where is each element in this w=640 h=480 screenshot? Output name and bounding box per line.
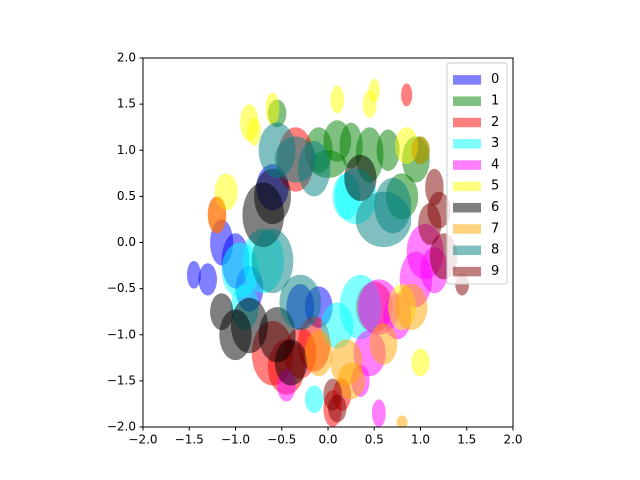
ellipse-mark bbox=[230, 297, 268, 354]
ellipse-mark bbox=[279, 274, 322, 331]
legend: 0 1 2 3 4 5 6 7 8 9 bbox=[446, 62, 508, 285]
legend-swatch bbox=[453, 181, 481, 192]
legend-swatch bbox=[453, 96, 481, 106]
ellipse-mark bbox=[376, 129, 400, 172]
ellipse-mark bbox=[186, 260, 201, 289]
ellipse-mark bbox=[304, 330, 333, 377]
ellipse-mark bbox=[251, 228, 294, 294]
ellipse-mark bbox=[265, 92, 280, 125]
x-tick-label: 2.0 bbox=[503, 433, 522, 447]
ellipse-mark bbox=[247, 117, 261, 146]
legend-swatch bbox=[453, 224, 481, 234]
ellipse-mark bbox=[411, 136, 430, 165]
legend-label: 4 bbox=[491, 157, 499, 172]
ellipse-mark bbox=[371, 399, 386, 427]
x-tick-label: 0.0 bbox=[318, 433, 337, 447]
legend-label: 1 bbox=[491, 93, 499, 108]
y-tick-label: 2.0 bbox=[117, 51, 136, 65]
ellipse-mark bbox=[396, 415, 408, 427]
x-tick-label: 0.5 bbox=[365, 433, 384, 447]
legend-swatch bbox=[453, 266, 481, 277]
ellipse-mark bbox=[274, 339, 308, 386]
x-tick-label: −0.5 bbox=[267, 433, 296, 447]
x-tick-label: 1.5 bbox=[457, 433, 476, 447]
legend-swatch bbox=[453, 139, 481, 149]
ellipse-mark bbox=[330, 85, 345, 114]
legend-swatch bbox=[453, 75, 481, 85]
legend-label: 2 bbox=[491, 115, 499, 130]
ellipse-mark bbox=[344, 154, 377, 201]
legend-swatch bbox=[453, 160, 481, 170]
y-tick-label: 1.0 bbox=[117, 143, 136, 157]
y-tick-label: −1.0 bbox=[107, 327, 136, 341]
ellipse-mark bbox=[210, 293, 234, 331]
ellipse-mark bbox=[369, 323, 398, 365]
x-tick-label: 1.0 bbox=[411, 433, 430, 447]
ellipse-mark bbox=[395, 284, 428, 331]
y-tick-label: −0.5 bbox=[107, 281, 136, 295]
ellipse-mark bbox=[411, 348, 430, 377]
ellipse-mark bbox=[304, 385, 324, 414]
ellipse-mark bbox=[374, 177, 412, 234]
ellipse-mark bbox=[368, 78, 380, 102]
legend-swatch bbox=[453, 117, 481, 128]
x-tick-label: −2.0 bbox=[128, 433, 157, 447]
x-tick-label: −1.0 bbox=[221, 433, 250, 447]
legend-swatch bbox=[453, 202, 481, 213]
ellipse-mark bbox=[207, 196, 227, 234]
y-tick-label: 1.5 bbox=[117, 97, 136, 111]
y-tick-label: 0.5 bbox=[117, 189, 136, 203]
legend-label: 0 bbox=[491, 72, 499, 87]
legend-swatch bbox=[453, 245, 481, 256]
y-tick-label: 0.0 bbox=[117, 235, 136, 249]
y-tick-label: −2.0 bbox=[107, 420, 136, 434]
legend-label: 8 bbox=[491, 243, 499, 258]
ellipse-mark bbox=[401, 83, 413, 107]
legend-label: 9 bbox=[491, 264, 499, 279]
legend-label: 3 bbox=[491, 136, 499, 151]
legend-label: 7 bbox=[491, 221, 499, 236]
ellipse-mark bbox=[418, 203, 442, 245]
ellipse-mark bbox=[337, 362, 365, 400]
ellipse-mark bbox=[254, 168, 291, 225]
y-tick-label: −1.5 bbox=[107, 373, 136, 387]
legend-label: 6 bbox=[491, 200, 499, 215]
ellipse-mark bbox=[297, 141, 331, 197]
x-tick-label: −1.5 bbox=[175, 433, 204, 447]
legend-label: 5 bbox=[491, 179, 499, 194]
ellipse-mark bbox=[328, 394, 347, 423]
ellipse-mark bbox=[198, 263, 217, 296]
